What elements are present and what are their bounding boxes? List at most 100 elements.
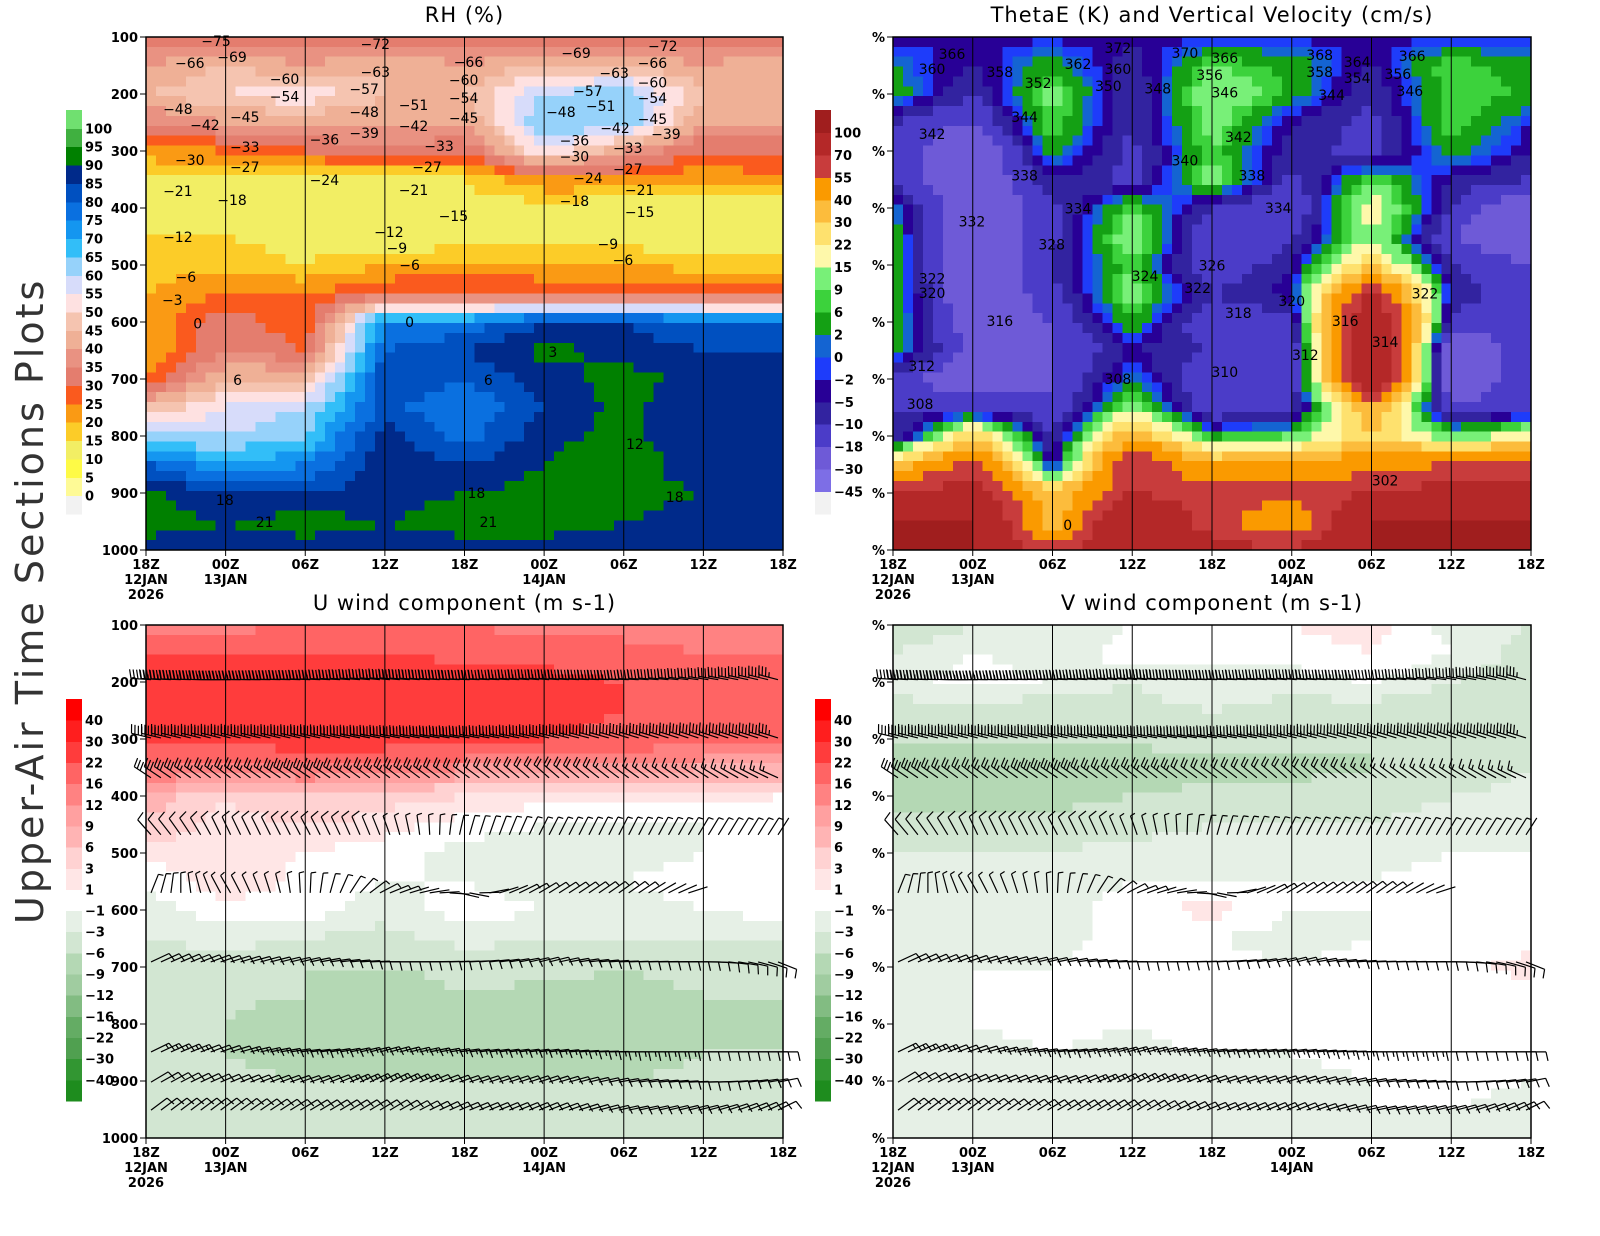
heat-cell (186, 86, 197, 96)
heat-cell (1132, 47, 1143, 57)
heat-cell (674, 353, 685, 363)
heat-cell (534, 57, 545, 67)
heat-cell (544, 432, 555, 442)
heat-cell (226, 215, 237, 225)
heat-cell (723, 126, 734, 136)
heat-cell (773, 392, 784, 402)
heat-cell (514, 116, 525, 126)
heat-cell (285, 530, 296, 540)
heat-cell (1282, 106, 1293, 116)
heat-cell (1262, 67, 1273, 77)
heat-cell (465, 520, 476, 530)
heat-cell (1242, 67, 1253, 77)
heat-cell (733, 323, 744, 333)
heat-cell (763, 511, 774, 521)
heat-cell (455, 471, 466, 481)
heat-cell (564, 343, 575, 353)
heat-cell (564, 264, 575, 274)
heat-cell (1142, 244, 1153, 254)
heat-cell (1362, 185, 1373, 195)
x-tick-label: 2026 (128, 588, 164, 603)
heat-cell (255, 37, 266, 47)
heat-cell (325, 333, 336, 343)
heat-cell (624, 353, 635, 363)
heat-cell (514, 441, 525, 451)
heat-cell (146, 353, 157, 363)
heat-cell (295, 205, 306, 215)
heat-cell (524, 392, 535, 402)
heat-cell (395, 481, 406, 491)
heat-cell (1272, 47, 1283, 57)
heat-cell (584, 481, 595, 491)
heat-cell (1441, 76, 1452, 86)
heat-cell (524, 76, 535, 86)
heat-cell (634, 372, 645, 382)
heat-cell (664, 274, 675, 284)
heat-cell (255, 284, 266, 294)
heat-cell (693, 185, 704, 195)
heat-cell (743, 501, 754, 511)
heat-cell (226, 471, 237, 481)
heat-cell (465, 37, 476, 47)
heat-cell (315, 530, 326, 540)
heat-cell (265, 392, 276, 402)
heat-cell (514, 234, 525, 244)
heat-cell (1232, 215, 1243, 225)
heat-cell (554, 540, 565, 550)
heat-cell (196, 175, 207, 185)
heat-cell (1441, 234, 1452, 244)
heat-cell (484, 481, 495, 491)
heat-cell (923, 205, 934, 215)
heat-cell (723, 323, 734, 333)
heat-cell (226, 313, 237, 323)
heat-cell (923, 106, 934, 116)
heat-cell (1352, 96, 1363, 106)
heat-cell (723, 76, 734, 86)
heat-cell (226, 441, 237, 451)
heat-cell (1053, 205, 1064, 215)
heat-cell (574, 451, 585, 461)
heat-cell (1302, 254, 1313, 264)
heat-cell (1152, 205, 1163, 215)
heat-cell (1132, 76, 1143, 86)
heat-cell (305, 215, 316, 225)
heat-cell (146, 382, 157, 392)
heat-cell (624, 106, 635, 116)
heat-cell (216, 165, 227, 175)
heat-cell (1072, 254, 1083, 264)
heat-cell (156, 402, 167, 412)
heat-cell (743, 185, 754, 195)
heat-cell (723, 441, 734, 451)
heat-cell (514, 402, 525, 412)
heat-cell (614, 402, 625, 412)
colorbar-label: 70 (85, 233, 103, 248)
heat-cell (683, 47, 694, 57)
heat-cell (146, 372, 157, 382)
heat-cell (654, 432, 665, 442)
heat-cell (146, 57, 157, 67)
heat-cell (634, 343, 645, 353)
heat-cell (733, 264, 744, 274)
heat-cell (524, 501, 535, 511)
heat-cell (933, 165, 944, 175)
heat-cell (1272, 165, 1283, 175)
heat-cell (395, 392, 406, 402)
heat-cell (385, 185, 396, 195)
heat-cell (166, 382, 177, 392)
heat-cell (335, 392, 346, 402)
heat-cell (763, 96, 774, 106)
heat-cell (285, 294, 296, 304)
heat-cell (674, 382, 685, 392)
heat-cell (723, 86, 734, 96)
heat-cell (624, 501, 635, 511)
heat-cell (674, 461, 685, 471)
heat-cell (385, 432, 396, 442)
heat-cell (584, 294, 595, 304)
heat-cell (664, 412, 675, 422)
heat-cell (564, 224, 575, 234)
heat-cell (933, 86, 944, 96)
heat-cell (216, 481, 227, 491)
heat-cell (156, 451, 167, 461)
heat-cell (634, 323, 645, 333)
heat-cell (176, 126, 187, 136)
